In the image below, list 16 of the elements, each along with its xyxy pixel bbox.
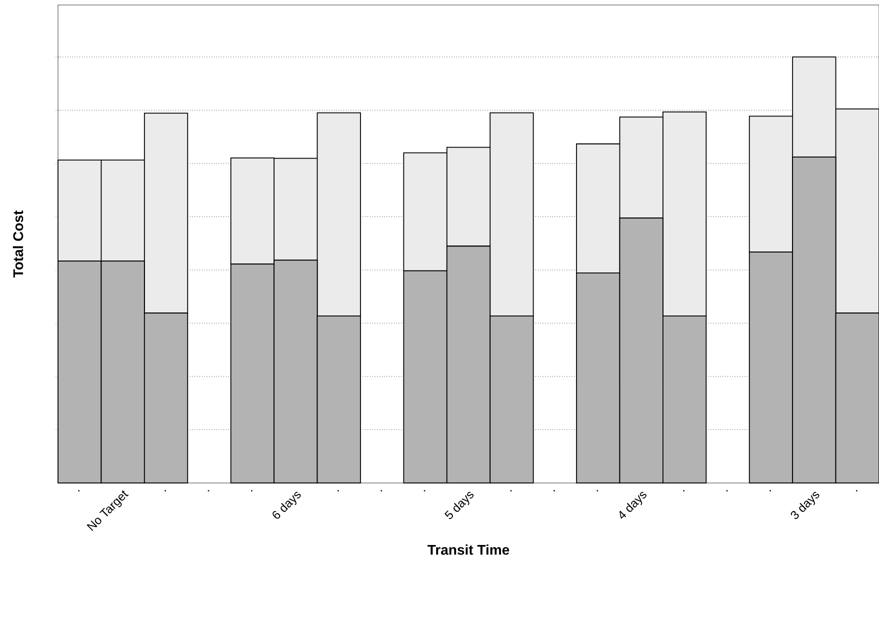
x-tick-label: . [682,490,685,492]
x-tick-label: . [78,490,80,492]
x-tick-label: . [337,490,340,492]
x-tick-label: . [208,490,210,492]
x-tick-label: . [856,490,858,492]
x-tick-label: . [769,490,772,492]
y-axis-title: Total Cost [12,210,24,278]
x-tick-label: . [553,490,556,492]
x-tick-label: . [424,490,426,492]
x-axis-title: Transit Time [428,544,510,555]
x-tick-label: . [596,490,598,492]
x-tick-label: . [164,490,166,492]
x-tick-label: . [380,490,382,492]
x-tick-label: . [250,490,253,492]
x-tick-label: . [726,490,728,492]
x-tick-label: . [510,490,512,492]
